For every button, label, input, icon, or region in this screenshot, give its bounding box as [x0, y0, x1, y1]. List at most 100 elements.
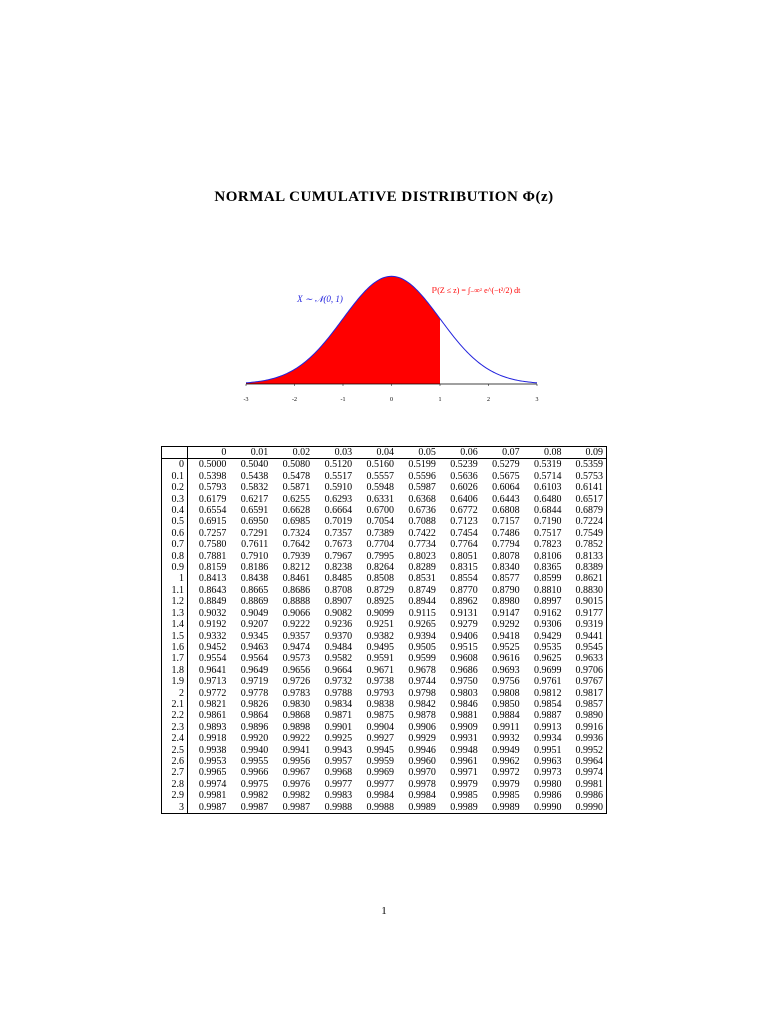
column-header: 0.08 [522, 446, 565, 460]
table-cell: 0.5000 [198, 459, 227, 471]
table-cell: 0.5239 [450, 459, 478, 471]
table-cell: 0.9868 [282, 710, 311, 722]
table-cell: 0.8830 [575, 584, 604, 596]
table-cell: 0.9850 [492, 698, 520, 710]
table-cell: 0.9452 [198, 641, 227, 653]
table-cell: 0.8461 [282, 573, 311, 585]
column-header: 0.05 [396, 446, 439, 460]
table-cell: 0.9292 [492, 619, 520, 631]
table-cell: 0.9932 [492, 733, 520, 745]
table-cell: 0.5753 [575, 470, 604, 482]
table-row: 1 0.8413 0.8438 0.8461 0.8485 0.8508 0.8531 0.8… [161, 573, 607, 585]
table-cell: 0.9976 [282, 778, 311, 790]
header-row: 0 0.01 0.02 0.03 0.04 0.05 0.06 0.07 0.08 0.09 [161, 446, 607, 460]
table-cell: 0.5948 [366, 482, 394, 494]
table-cell: 0.9965 [198, 767, 227, 779]
figure: X ∼ 𝒩(0, 1) ℙ(Z ≤ z) = ∫₋∞ᶻ e^(−t²/2) dt… [244, 275, 539, 403]
table-cell: 0.6179 [198, 493, 227, 505]
table-cell: 0.9927 [366, 733, 394, 745]
table-cell: 0.9744 [408, 676, 436, 688]
table-cell: 0.9989 [408, 801, 436, 813]
table-cell: 0.9979 [492, 778, 520, 790]
table-cell: 0.9982 [282, 790, 311, 802]
table-cell: 0.9834 [324, 698, 353, 710]
table-cell: 0.6915 [198, 516, 227, 528]
table-cell: 0.9564 [240, 653, 269, 665]
table-cell: 0.7995 [366, 550, 394, 562]
table-cell: 0.7967 [324, 550, 353, 562]
table-cell: 0.7611 [241, 539, 269, 551]
table-cell: 0.9875 [366, 710, 394, 722]
shaded-area [246, 276, 440, 384]
table-cell: 0.9699 [534, 664, 562, 676]
page-title: NORMAL CUMULATIVE DISTRIBUTION Φ(z) [214, 189, 554, 205]
table-cell: 0.7324 [282, 527, 311, 539]
table-cell: 0.8485 [324, 573, 353, 585]
table-cell: 0.9821 [198, 698, 227, 710]
table-cell: 0.9608 [450, 653, 478, 665]
table-cell: 0.9535 [534, 641, 562, 653]
table-row: 1.6 0.9452 0.9463 0.9474 0.9484 0.9495 0.9505 0… [161, 641, 607, 654]
table-cell: 0.9893 [198, 721, 227, 733]
table-cell: 0.7357 [324, 527, 353, 539]
table-cell: 0.9306 [534, 619, 562, 631]
table-cell: 0.9783 [282, 687, 311, 699]
distribution-label: X ∼ 𝒩(0, 1) [296, 294, 343, 304]
table-cell: 0.9981 [198, 790, 227, 802]
table-cell: 0.9625 [534, 653, 562, 665]
table-cell: 0.7454 [450, 527, 478, 539]
table-cell: 0.9974 [575, 767, 604, 779]
table-cell: 0.8315 [450, 562, 478, 574]
table-cell: 0.5160 [366, 459, 394, 471]
table-cell: 0.9772 [198, 687, 227, 699]
table-cell: 0.9686 [450, 664, 478, 676]
table-cell: 0.8686 [282, 584, 311, 596]
table-cell: 0.5398 [198, 470, 227, 482]
table-cell: 0.9842 [408, 698, 436, 710]
table-row: 1.8 0.9641 0.9649 0.9656 0.9664 0.9671 0.9678 0… [161, 664, 607, 677]
table-cell: 0.9756 [492, 676, 520, 688]
table-cell: 0.6985 [282, 516, 311, 528]
table-cell: 0.9949 [492, 744, 520, 756]
table-cell: 0.7389 [366, 527, 394, 539]
table-cell: 0.9505 [408, 641, 436, 653]
table-cell: 0.9441 [575, 630, 604, 642]
table-cell: 0.9484 [324, 641, 353, 653]
table-cell: 0.9177 [575, 607, 604, 619]
table-cell: 0.9357 [282, 630, 311, 642]
table-cell: 0.9959 [366, 755, 394, 767]
table-cell: 0.9545 [575, 641, 604, 653]
table-cell: 0.9826 [240, 698, 269, 710]
x-tick-label: 2 [487, 397, 490, 403]
table-cell: 0.9406 [450, 630, 478, 642]
table-cell: 0.9332 [198, 630, 227, 642]
column-header: 0.02 [271, 446, 314, 460]
table-cell: 0.6950 [240, 516, 269, 528]
x-tick-label: 1 [439, 397, 442, 403]
table-cell: 0.6879 [575, 505, 604, 517]
table-cell: 0.9525 [492, 641, 520, 653]
row-label: 2.6 [161, 755, 188, 768]
table-cell: 0.9957 [324, 755, 353, 767]
table-cell: 0.9952 [575, 744, 604, 756]
table-cell: 0.8980 [492, 596, 520, 608]
row-label: 0.1 [161, 470, 188, 483]
table-row: 0.8 0.7881 0.7910 0.7939 0.7967 0.7995 0.8023 0… [161, 550, 607, 563]
table-cell: 0.7019 [324, 516, 353, 528]
table-cell: 0.7673 [324, 539, 353, 551]
table-cell: 0.9968 [324, 767, 353, 779]
table-cell: 0.7224 [575, 516, 604, 528]
table-cell: 0.5517 [324, 470, 353, 482]
table-cell: 0.7088 [408, 516, 436, 528]
table-cell: 0.9940 [240, 744, 269, 756]
table-cell: 0.6293 [324, 493, 353, 505]
table-cell: 0.7642 [282, 539, 311, 551]
table-cell: 0.9986 [534, 790, 562, 802]
table-cell: 0.5557 [366, 470, 394, 482]
table-cell: 0.6026 [450, 482, 478, 494]
x-tick-label: -1 [341, 397, 346, 403]
table-cell: 0.9941 [282, 744, 311, 756]
table-cell: 0.5199 [408, 459, 436, 471]
table-cell: 0.8962 [450, 596, 478, 608]
table-cell: 0.9222 [282, 619, 311, 631]
